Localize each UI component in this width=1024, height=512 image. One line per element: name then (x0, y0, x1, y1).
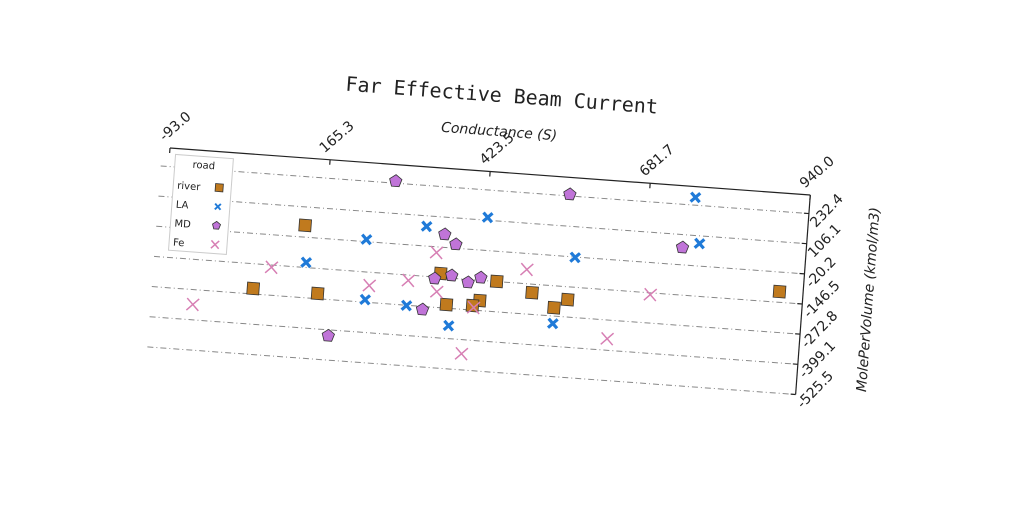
legend: road river LA MD Fe (167, 153, 234, 255)
marker (428, 271, 442, 285)
marker (772, 284, 787, 299)
y-axis (795, 194, 811, 395)
marker (246, 281, 261, 296)
grid-line (147, 346, 796, 395)
marker (525, 285, 539, 300)
marker (438, 227, 452, 241)
marker (675, 240, 690, 254)
marker (429, 284, 444, 299)
legend-label: MD (174, 219, 191, 231)
legend-marker (210, 239, 220, 250)
legend-marker (213, 202, 223, 212)
marker (401, 273, 416, 288)
legend-label: LA (175, 200, 189, 212)
x-axis (169, 147, 811, 196)
legend-title: road (192, 160, 215, 173)
marker (600, 331, 615, 346)
y-tick-label: 106.1 (805, 221, 844, 261)
plot-area: Far Effective Beam Current Conductance (… (147, 72, 884, 412)
marker (454, 346, 469, 361)
marker (547, 300, 561, 315)
marker (321, 328, 335, 342)
marker (420, 219, 434, 233)
marker (442, 319, 456, 333)
x-tick-label: -93.0 (157, 109, 195, 145)
marker (299, 255, 313, 269)
chart-title: Far Effective Beam Current (345, 72, 659, 119)
grid-line (156, 225, 805, 275)
legend-label: Fe (173, 237, 185, 249)
marker (461, 275, 475, 289)
x-tick-label: 681.7 (637, 142, 678, 180)
marker (546, 316, 560, 331)
marker (481, 210, 495, 225)
marker (519, 262, 534, 277)
marker (692, 236, 707, 251)
marker (568, 250, 582, 265)
marker (429, 245, 444, 260)
marker (185, 297, 200, 312)
marker (445, 268, 459, 282)
marker (362, 278, 377, 293)
marker (439, 297, 454, 312)
legend-label: river (177, 181, 202, 194)
x-tick-label: 940.0 (797, 153, 838, 191)
grid-line (149, 316, 798, 365)
x-tick-label: 165.3 (317, 118, 358, 156)
y-tick-label: 232.4 (807, 191, 846, 231)
marker (399, 298, 414, 313)
marker (489, 274, 504, 289)
marker (298, 218, 313, 233)
legend-marker (212, 220, 222, 230)
marker (560, 292, 575, 307)
marker (415, 302, 430, 316)
y-axis-label: MolePerVolume (kmol/m3) (854, 207, 884, 393)
marker (264, 260, 279, 275)
legend-marker (214, 183, 224, 193)
marker (563, 187, 577, 201)
marker (466, 300, 481, 315)
marker (310, 286, 325, 301)
marker (643, 287, 658, 302)
marker (358, 293, 372, 307)
marker (474, 270, 488, 284)
marker (389, 174, 403, 188)
marker (688, 190, 703, 204)
grid-line (160, 165, 809, 215)
marker (449, 237, 463, 251)
marker (359, 232, 374, 247)
